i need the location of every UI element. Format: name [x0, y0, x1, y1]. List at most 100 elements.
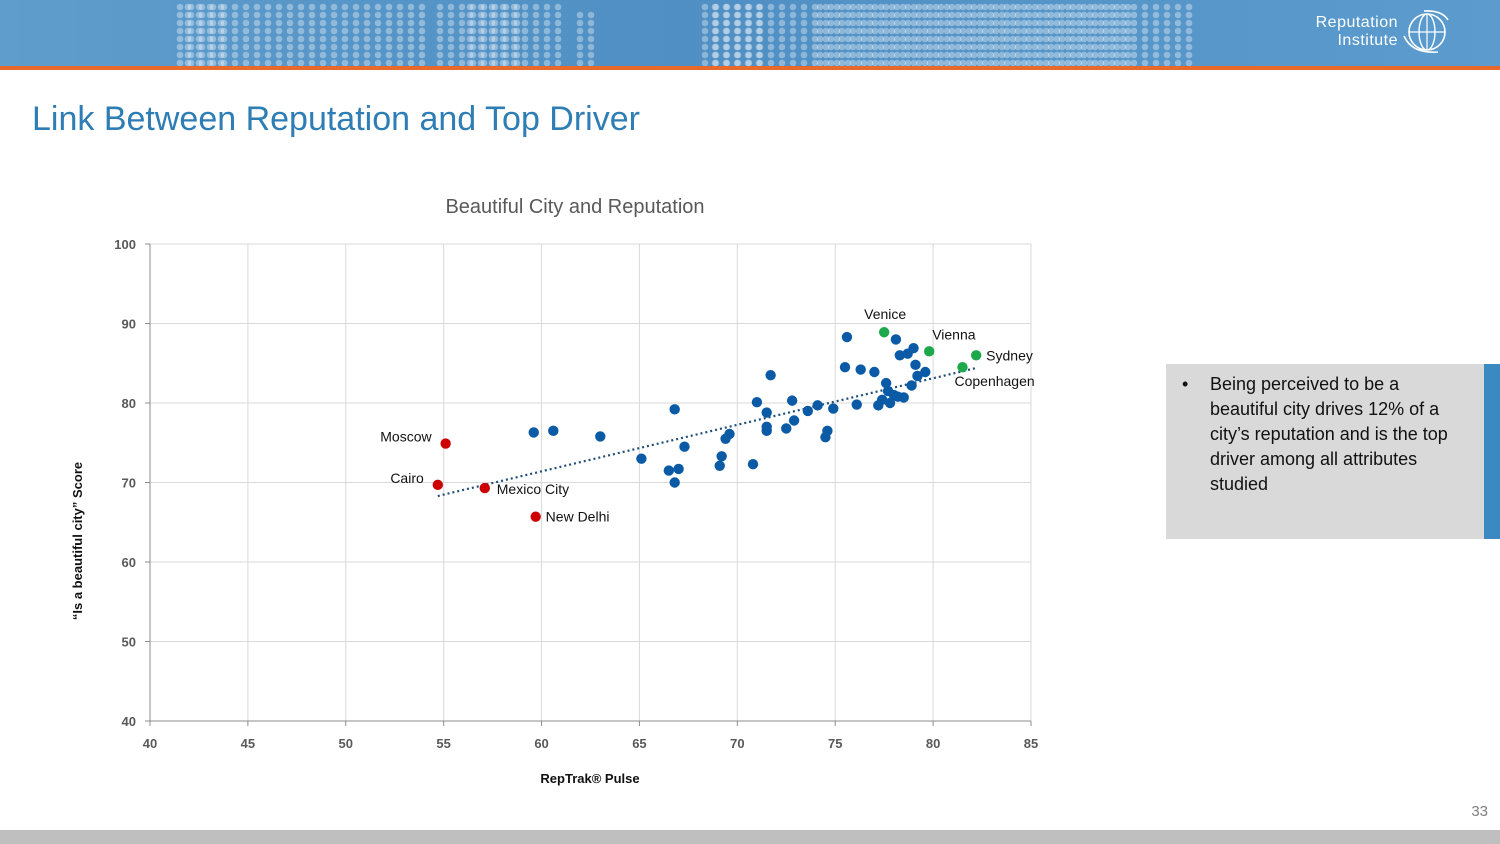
map-dot — [701, 51, 709, 59]
map-dot — [1130, 3, 1138, 11]
map-dot — [860, 43, 868, 51]
map-dot — [893, 27, 901, 35]
map-dot — [888, 19, 896, 27]
callout-bullet-item: • Being perceived to be a beautiful city… — [1182, 372, 1472, 497]
bullet-icon: • — [1182, 374, 1189, 394]
map-dot — [510, 11, 518, 19]
map-dot — [778, 27, 786, 35]
map-dot — [959, 11, 967, 19]
map-dot — [1174, 11, 1182, 19]
map-dot — [755, 43, 763, 51]
map-dot — [209, 3, 217, 11]
map-dot — [871, 19, 879, 27]
map-dot — [198, 11, 206, 19]
map-dot — [755, 19, 763, 27]
map-dot — [447, 11, 455, 19]
map-dot — [756, 51, 764, 59]
map-dot — [838, 43, 846, 51]
y-tick-label: 100 — [114, 237, 136, 252]
map-dot — [899, 43, 907, 51]
map-dot — [206, 3, 214, 11]
data-point — [781, 423, 792, 434]
map-dot — [513, 3, 521, 11]
map-dot — [488, 35, 496, 43]
map-dot — [800, 19, 808, 27]
map-dot — [789, 35, 797, 43]
data-label: New Delhi — [546, 509, 610, 525]
data-point — [747, 459, 759, 470]
map-dot — [789, 27, 797, 35]
map-dot — [871, 3, 879, 11]
map-dot — [477, 11, 485, 19]
map-dot — [844, 19, 852, 27]
map-dot — [1086, 27, 1094, 35]
map-dot — [510, 19, 518, 27]
map-dot — [187, 59, 195, 66]
map-dot — [849, 11, 857, 19]
map-dot — [849, 27, 857, 35]
map-dot — [396, 59, 404, 66]
map-dot — [447, 27, 455, 35]
data-point — [761, 425, 772, 437]
map-dot — [745, 51, 753, 59]
map-dot — [587, 51, 595, 59]
map-dot — [176, 27, 184, 35]
map-dot — [195, 3, 203, 11]
map-dot — [499, 35, 507, 43]
data-point — [855, 364, 866, 375]
map-dot — [1031, 43, 1039, 51]
map-dot — [811, 19, 819, 27]
map-dot — [871, 35, 879, 43]
map-dot — [374, 35, 382, 43]
map-dot — [543, 11, 551, 19]
map-dot — [1058, 19, 1066, 27]
map-dot — [921, 59, 929, 66]
map-dot — [866, 27, 874, 35]
map-dot — [502, 3, 510, 11]
map-dot — [1174, 51, 1182, 59]
map-dot — [838, 27, 846, 35]
map-dot — [877, 3, 885, 11]
map-dot — [1036, 43, 1044, 51]
map-dot — [893, 59, 901, 66]
data-point — [714, 460, 725, 472]
map-dot — [1069, 35, 1077, 43]
map-dot — [998, 19, 1006, 27]
map-dot — [998, 51, 1006, 59]
map-dot — [871, 11, 879, 19]
map-dot — [1075, 51, 1083, 59]
map-dot — [231, 3, 239, 11]
map-dot — [418, 35, 426, 43]
map-dot — [187, 51, 195, 59]
map-dot — [1053, 59, 1061, 66]
x-tick-label: 50 — [339, 736, 353, 751]
map-dot — [407, 51, 415, 59]
map-dot — [866, 19, 874, 27]
map-dot — [1003, 59, 1011, 66]
map-dot — [1091, 27, 1099, 35]
map-dot — [396, 35, 404, 43]
map-dot — [904, 27, 912, 35]
map-dot — [352, 43, 360, 51]
map-dot — [827, 3, 835, 11]
map-dot — [745, 11, 753, 19]
map-dot — [385, 11, 393, 19]
map-dot — [217, 43, 225, 51]
map-dot — [1163, 19, 1171, 27]
map-dot — [711, 59, 719, 66]
map-dot — [374, 3, 382, 11]
map-dot — [195, 27, 203, 35]
map-dot — [176, 11, 184, 19]
map-dot — [1097, 3, 1105, 11]
map-dot — [871, 27, 879, 35]
map-dot — [937, 27, 945, 35]
map-dot — [992, 35, 1000, 43]
map-dot — [341, 11, 349, 19]
map-dot — [374, 59, 382, 66]
map-dot — [220, 51, 228, 59]
map-dot — [733, 11, 741, 19]
map-dot — [899, 51, 907, 59]
map-dot — [943, 11, 951, 19]
map-dot — [811, 11, 819, 19]
map-dot — [1152, 3, 1160, 11]
